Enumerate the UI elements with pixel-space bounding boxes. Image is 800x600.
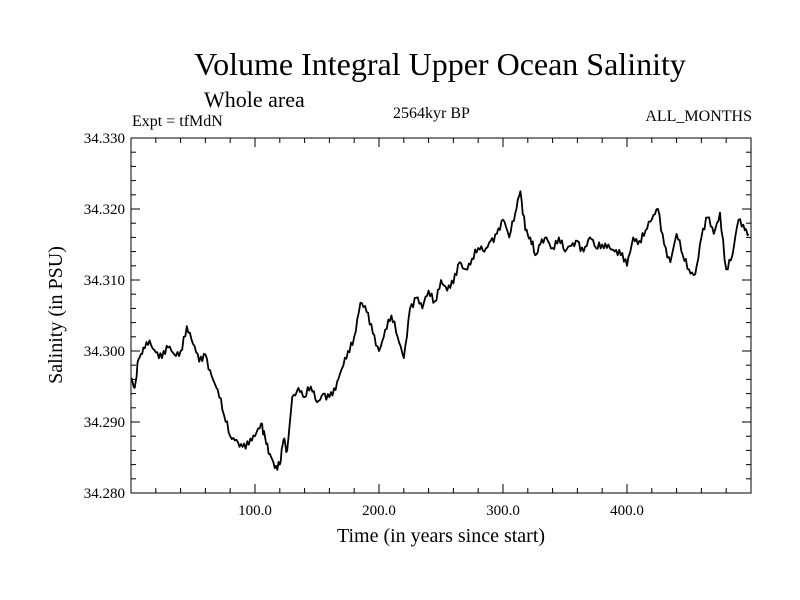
x-axis: 100.0 200.0 300.0 400.0 xyxy=(155,138,752,519)
chart-title: Volume Integral Upper Ocean Salinity xyxy=(194,46,686,82)
y-tick-label: 34.290 xyxy=(84,415,125,431)
months-label: ALL_MONTHS xyxy=(645,108,752,125)
period-label: 2564kyr BP xyxy=(393,105,470,122)
x-tick-label: 400.0 xyxy=(610,503,644,519)
x-tick-label: 200.0 xyxy=(362,503,396,519)
x-tick-label: 100.0 xyxy=(238,503,272,519)
x-tick-label: 300.0 xyxy=(486,503,520,519)
y-tick-label: 34.320 xyxy=(84,202,125,218)
y-axis: 34.280 34.290 34.300 34.310 34.320 34.330 xyxy=(84,131,751,502)
y-axis-label: Salinity (in PSU) xyxy=(45,246,67,384)
experiment-label: Expt = tfMdN xyxy=(132,113,223,130)
series-line xyxy=(130,190,750,471)
x-axis-label: Time (in years since start) xyxy=(337,525,545,547)
y-tick-label: 34.330 xyxy=(84,131,125,147)
y-tick-label: 34.310 xyxy=(84,273,125,289)
plot-frame xyxy=(130,137,752,494)
y-tick-label: 34.280 xyxy=(84,486,125,502)
chart-subtitle: Whole area xyxy=(204,87,305,112)
y-tick-label: 34.300 xyxy=(84,344,125,360)
